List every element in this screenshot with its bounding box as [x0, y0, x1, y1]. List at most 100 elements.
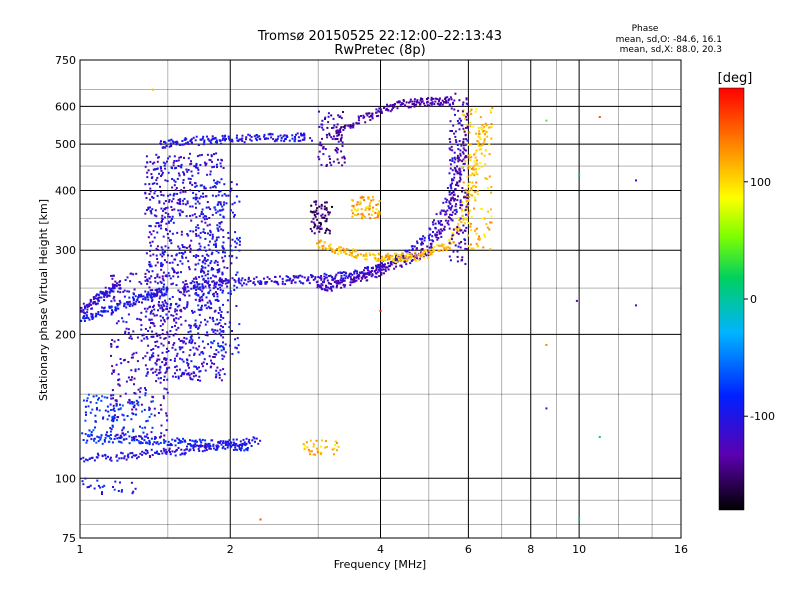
data-point [86, 305, 89, 308]
data-point [385, 108, 388, 111]
data-point [286, 279, 289, 282]
data-point [188, 374, 191, 377]
data-point [180, 291, 183, 294]
data-point [153, 438, 156, 440]
data-point [149, 294, 152, 297]
data-point [148, 224, 151, 227]
data-point [457, 195, 459, 198]
data-point [320, 283, 323, 285]
data-point [464, 247, 467, 250]
data-point [230, 181, 233, 184]
data-point [421, 248, 424, 250]
data-point [456, 229, 459, 232]
data-point [135, 399, 138, 402]
data-point [217, 342, 220, 345]
data-point [163, 259, 166, 262]
data-point [168, 145, 171, 148]
data-point [210, 268, 213, 271]
data-point [334, 149, 337, 151]
data-point [169, 359, 172, 361]
data-point [438, 231, 441, 233]
data-point [326, 136, 329, 139]
data-point [477, 141, 480, 144]
data-point [318, 241, 321, 244]
data-point [187, 143, 190, 145]
data-point [172, 375, 174, 378]
data-point [465, 207, 467, 210]
data-point [199, 370, 202, 373]
data-point [339, 138, 342, 140]
data-point [202, 277, 205, 280]
data-point [195, 365, 197, 368]
data-point [326, 248, 329, 251]
data-point [141, 442, 144, 444]
data-point [150, 431, 153, 434]
data-point [108, 414, 111, 417]
data-point [430, 245, 433, 248]
data-point [173, 318, 175, 321]
data-point [466, 139, 469, 142]
data-point [461, 187, 464, 189]
data-point [474, 110, 477, 113]
data-point [175, 321, 178, 324]
data-point [88, 457, 91, 460]
data-point [349, 281, 352, 284]
data-point [404, 105, 407, 107]
data-point [348, 254, 351, 256]
data-point [381, 258, 383, 261]
data-point [462, 218, 465, 221]
data-point [301, 138, 304, 141]
data-point [162, 161, 165, 164]
data-point [204, 334, 207, 336]
data-point [165, 357, 168, 360]
data-point [160, 291, 163, 294]
data-point [434, 97, 437, 100]
data-point [171, 200, 173, 203]
data-point [413, 104, 416, 107]
data-point [215, 373, 218, 376]
data-point [210, 302, 213, 305]
data-point [302, 443, 305, 446]
data-point [121, 429, 124, 432]
data-point [188, 341, 191, 344]
data-point [234, 280, 237, 283]
data-point [344, 251, 347, 254]
data-point [183, 372, 186, 375]
data-point [184, 369, 187, 372]
data-point [224, 278, 227, 280]
data-point [144, 387, 146, 390]
data-point [475, 108, 478, 111]
data-point [378, 263, 381, 266]
data-point [194, 342, 197, 345]
data-point [319, 453, 322, 456]
data-point [109, 427, 112, 430]
data-point [415, 103, 418, 106]
data-point [254, 440, 256, 443]
data-point [264, 281, 267, 284]
data-point [310, 450, 313, 453]
data-point [119, 440, 122, 443]
data-point [422, 235, 425, 238]
data-point [217, 345, 220, 347]
data-point [219, 209, 222, 212]
data-point [383, 257, 386, 260]
data-point [123, 434, 126, 437]
data-point [134, 370, 137, 373]
data-point [111, 441, 114, 444]
data-point [321, 247, 324, 250]
data-point [223, 203, 225, 206]
data-point [198, 313, 201, 316]
data-point [216, 329, 219, 332]
data-point [161, 301, 164, 304]
data-point [387, 258, 390, 261]
data-point [215, 239, 218, 241]
data-point [153, 314, 156, 317]
data-point [337, 148, 339, 151]
data-point [320, 287, 323, 290]
data-point [214, 136, 217, 139]
data-point [395, 262, 397, 265]
data-point [197, 227, 200, 230]
data-point [131, 402, 134, 405]
data-point [203, 139, 206, 142]
